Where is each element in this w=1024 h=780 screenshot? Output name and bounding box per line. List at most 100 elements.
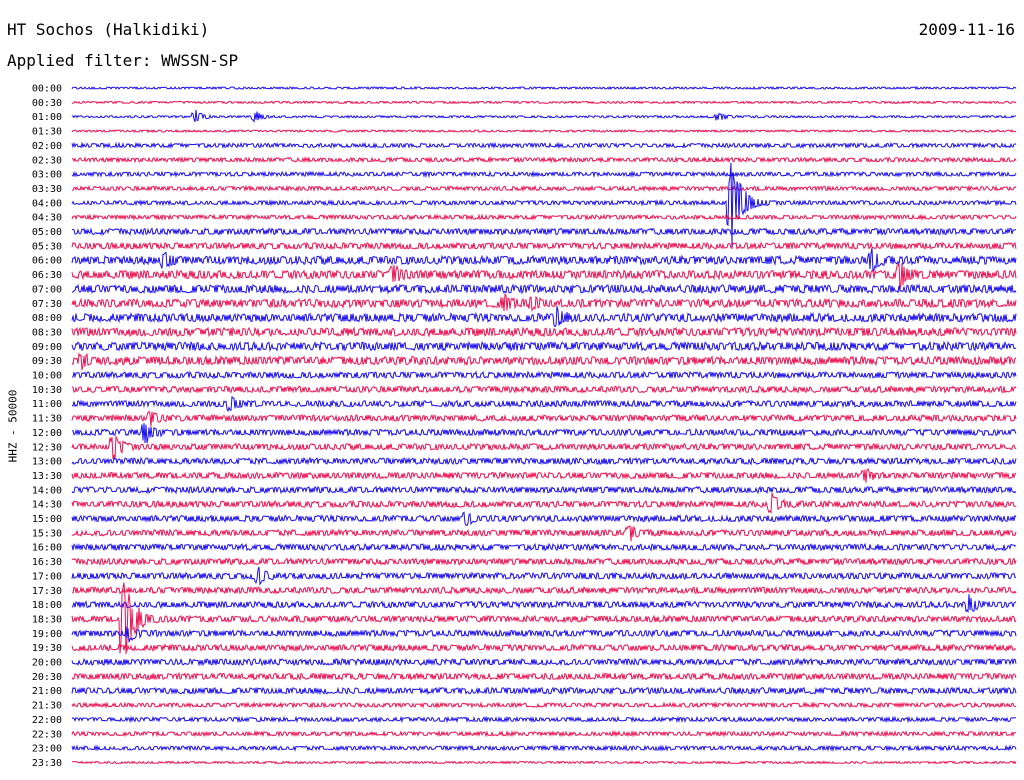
trace-row-1230 bbox=[71, 435, 1017, 460]
trace-row-0500 bbox=[71, 227, 1017, 236]
tick-label: 13:00 bbox=[32, 457, 62, 468]
trace-row-1730 bbox=[71, 585, 1017, 595]
tick-label: 08:30 bbox=[32, 327, 62, 338]
tick-label: 23:30 bbox=[32, 758, 62, 769]
trace-row-0200 bbox=[71, 141, 1017, 150]
tick-label: 00:00 bbox=[32, 84, 62, 95]
trace-row-0830 bbox=[71, 326, 1017, 338]
filter-label: Applied filter: WWSSN-SP bbox=[7, 51, 239, 70]
tick-label: 11:30 bbox=[32, 414, 62, 425]
trace-row-1830 bbox=[71, 582, 1017, 655]
tick-label: 00:30 bbox=[32, 98, 62, 109]
tick-label: 15:00 bbox=[32, 514, 62, 525]
trace-row-0530 bbox=[71, 241, 1017, 251]
tick-label: 14:00 bbox=[32, 485, 62, 496]
tick-label: 22:30 bbox=[32, 729, 62, 740]
tick-label: 18:00 bbox=[32, 600, 62, 611]
trace-row-1700 bbox=[71, 566, 1017, 586]
trace-row-2230 bbox=[71, 729, 1017, 738]
trace-row-1600 bbox=[71, 542, 1017, 552]
tick-label: 21:30 bbox=[32, 701, 62, 712]
trace-row-2130 bbox=[71, 701, 1017, 709]
trace-row-1630 bbox=[71, 557, 1017, 567]
trace-row-0630 bbox=[71, 262, 1017, 291]
trace-row-1530 bbox=[71, 525, 1017, 542]
trace-row-0330 bbox=[72, 184, 1017, 193]
tick-label: 17:00 bbox=[32, 571, 62, 582]
trace-lines bbox=[71, 85, 1017, 765]
tick-label: 03:30 bbox=[32, 184, 62, 195]
tick-label: 19:00 bbox=[32, 629, 62, 640]
time-tick-labels: 00:00 00:30 01:00 01:30 02:00 02:30 03:00 03:30… bbox=[32, 84, 62, 769]
trace-row-0800 bbox=[71, 306, 1017, 328]
tick-label: 19:30 bbox=[32, 643, 62, 654]
tick-label: 15:30 bbox=[32, 528, 62, 539]
tick-label: 05:00 bbox=[32, 227, 62, 238]
tick-label: 06:00 bbox=[32, 256, 62, 267]
trace-row-1300 bbox=[71, 456, 1017, 466]
trace-row-2200 bbox=[71, 715, 1017, 724]
tick-label: 16:30 bbox=[32, 557, 62, 568]
trace-row-1030 bbox=[71, 384, 1017, 394]
trace-row-0700 bbox=[71, 283, 1017, 295]
trace-row-1500 bbox=[71, 511, 1017, 527]
tick-label: 05:30 bbox=[32, 241, 62, 252]
tick-label: 10:00 bbox=[32, 371, 62, 382]
trace-row-0100 bbox=[71, 110, 1016, 123]
trace-row-0430 bbox=[71, 213, 1017, 222]
tick-label: 04:30 bbox=[32, 213, 62, 224]
tick-label: 14:30 bbox=[32, 500, 62, 511]
trace-row-0400 bbox=[71, 162, 1017, 248]
trace-row-0300 bbox=[71, 170, 1017, 179]
trace-row-1930 bbox=[71, 643, 1017, 653]
tick-label: 09:30 bbox=[32, 356, 62, 367]
tick-label: 10:30 bbox=[32, 385, 62, 396]
trace-row-1430 bbox=[71, 493, 1017, 514]
station-title: HT Sochos (Halkidiki) bbox=[7, 20, 210, 39]
tick-label: 21:00 bbox=[32, 686, 62, 697]
tick-label: 23:00 bbox=[32, 744, 62, 755]
tick-label: 01:00 bbox=[32, 112, 62, 123]
trace-row-1400 bbox=[71, 485, 1017, 495]
tick-label: 11:00 bbox=[32, 399, 62, 410]
trace-row-0230 bbox=[71, 155, 1017, 164]
trace-row-1130 bbox=[71, 410, 1017, 427]
tick-label: 04:00 bbox=[32, 198, 62, 209]
tick-label: 18:30 bbox=[32, 614, 62, 625]
trace-row-0000 bbox=[71, 85, 1017, 91]
tick-label: 12:30 bbox=[32, 442, 62, 453]
trace-row-1000 bbox=[71, 370, 1017, 380]
tick-label: 01:30 bbox=[32, 127, 62, 138]
trace-row-1900 bbox=[71, 626, 1017, 643]
tick-label: 22:00 bbox=[32, 715, 62, 726]
tick-label: 02:00 bbox=[32, 141, 62, 152]
trace-row-0930 bbox=[71, 352, 1017, 370]
trace-row-2100 bbox=[71, 686, 1017, 696]
tick-label: 03:00 bbox=[32, 170, 62, 181]
trace-row-0900 bbox=[71, 340, 1017, 353]
tick-label: 17:30 bbox=[32, 586, 62, 597]
trace-row-1200 bbox=[71, 423, 1017, 444]
trace-row-2000 bbox=[71, 657, 1017, 667]
trace-row-2300 bbox=[71, 744, 1017, 753]
tick-label: 13:30 bbox=[32, 471, 62, 482]
trace-row-0130 bbox=[71, 129, 1017, 134]
tick-label: 07:30 bbox=[32, 299, 62, 310]
trace-row-0030 bbox=[71, 100, 1017, 105]
tick-label: 12:00 bbox=[32, 428, 62, 439]
tick-label: 07:00 bbox=[32, 284, 62, 295]
tick-label: 02:30 bbox=[32, 155, 62, 166]
trace-row-1330 bbox=[71, 467, 1017, 483]
trace-row-1800 bbox=[71, 594, 1017, 614]
tick-label: 20:00 bbox=[32, 658, 62, 669]
trace-row-0730 bbox=[71, 293, 1017, 312]
tick-label: 08:00 bbox=[32, 313, 62, 324]
trace-date: 2009-11-16 bbox=[918, 20, 1015, 39]
tick-label: 20:30 bbox=[32, 672, 62, 683]
trace-row-2030 bbox=[71, 671, 1017, 681]
tick-label: 09:00 bbox=[32, 342, 62, 353]
tick-label: 16:00 bbox=[32, 543, 62, 554]
trace-row-2330 bbox=[71, 760, 1017, 765]
trace-row-1100 bbox=[71, 395, 1017, 413]
